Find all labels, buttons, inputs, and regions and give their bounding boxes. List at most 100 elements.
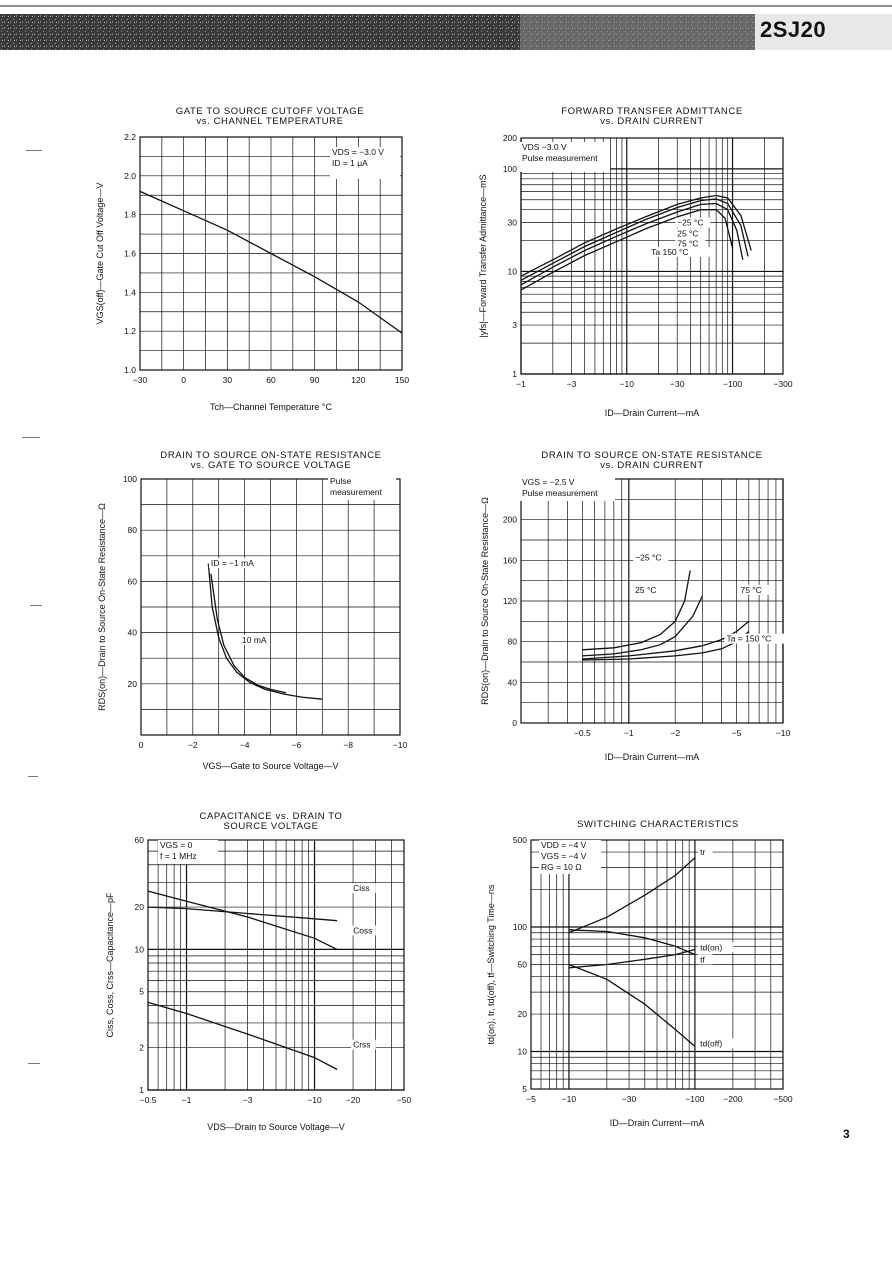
y-tick-label: 1.6 — [124, 249, 136, 259]
margin-mark — [28, 1063, 40, 1064]
condition-text: VDS −3.0 V — [522, 142, 567, 152]
label-bg — [675, 238, 706, 249]
curve-label: Ta 150 °C — [651, 247, 688, 257]
margin-mark — [30, 605, 42, 606]
curve-label: 75 °C — [740, 585, 761, 595]
y-tick-label: 50 — [518, 960, 528, 970]
grid — [530, 839, 784, 1090]
condition-text: measurement — [330, 487, 383, 497]
x-tick-label: −50 — [397, 1095, 412, 1105]
curve-label: −25 °C — [677, 218, 703, 228]
curve-label: td(off) — [700, 1038, 722, 1048]
label-bg — [698, 954, 713, 965]
y-tick-label: 40 — [128, 628, 138, 638]
series-ta-150-c — [582, 631, 750, 661]
series-td-on — [568, 929, 696, 956]
grid — [520, 478, 784, 724]
y-tick-label: 60 — [135, 835, 145, 845]
x-tick-label: 0 — [139, 740, 144, 750]
y-tick-label: 60 — [128, 576, 138, 586]
x-tick-label: −10 — [393, 740, 408, 750]
y-tick-label: 160 — [503, 555, 517, 565]
series-25-c — [582, 595, 703, 657]
x-tick-label: 60 — [266, 375, 276, 385]
y-axis-label: Ciss, Coss, Crss—Capacitance—pF — [105, 892, 115, 1038]
chart-title: DRAIN TO SOURCE ON-STATE RESISTANCE — [541, 450, 762, 461]
series-crss — [147, 1001, 338, 1071]
x-tick-label: −1 — [516, 379, 526, 389]
y-tick-label: 20 — [135, 902, 145, 912]
grid — [520, 137, 784, 375]
chart-title: FORWARD TRANSFER ADMITTANCE — [561, 106, 743, 117]
series-line — [139, 190, 403, 334]
plot-frame — [140, 478, 401, 736]
label-bg — [675, 217, 711, 228]
condition-text: VDD = −4 V — [541, 840, 587, 850]
chart-title: vs. DRAIN CURRENT — [600, 116, 704, 127]
x-tick-label: −1 — [624, 728, 634, 738]
header-band — [0, 5, 892, 50]
x-tick-label: −3 — [567, 379, 577, 389]
label-bg — [724, 633, 786, 644]
series-tr — [568, 857, 696, 934]
x-tick-label: −5 — [732, 728, 742, 738]
label-bg — [698, 942, 734, 953]
y-tick-label: 1.8 — [124, 210, 136, 220]
chart-title: vs. GATE TO SOURCE VOLTAGE — [191, 460, 351, 471]
series-coss — [147, 890, 338, 950]
curve-label: −25 °C — [635, 552, 661, 562]
y-tick-label: 20 — [518, 1009, 528, 1019]
x-axis-label: VDS—Drain to Source Voltage—V — [207, 1122, 345, 1132]
series-id-1-ma — [207, 563, 323, 700]
y-tick-label: 120 — [503, 596, 517, 606]
label-bg — [698, 1038, 739, 1049]
part-number: 2SJ20 — [760, 17, 827, 42]
y-tick-label: 30 — [508, 218, 518, 228]
series-25-c — [520, 198, 749, 281]
y-tick-label: 1 — [512, 369, 517, 379]
label-bg — [675, 228, 706, 239]
x-tick-label: −8 — [343, 740, 353, 750]
y-tick-label: 2.0 — [124, 171, 136, 181]
curve-label: ID = −1 mA — [211, 558, 254, 568]
y-tick-label: 200 — [503, 515, 517, 525]
curve-label: 10 mA — [242, 635, 267, 645]
curve-label: 75 °C — [677, 239, 698, 249]
series-75-c — [582, 620, 750, 660]
label-bg — [649, 246, 711, 257]
x-axis-label: VGS—Gate to Source Voltage—V — [202, 761, 338, 771]
chart-title: vs. DRAIN CURRENT — [600, 460, 704, 471]
note-bg — [328, 476, 396, 500]
curve-label: tr — [700, 847, 705, 857]
curve-label: Ciss — [353, 883, 370, 893]
y-tick-label: 100 — [123, 474, 137, 484]
series-25-c — [582, 570, 691, 651]
x-tick-label: 120 — [351, 375, 365, 385]
page-number: 3 — [843, 1127, 850, 1141]
y-axis-label: RDS(on)—Drain to Source On-State Resista… — [97, 503, 107, 711]
y-tick-label: 1 — [139, 1085, 144, 1095]
series-ciss — [147, 906, 338, 922]
condition-text: VGS = 0 — [160, 840, 193, 850]
x-axis-label: ID—Drain Current—mA — [605, 408, 700, 418]
label-bg — [208, 558, 265, 569]
x-tick-label: 30 — [223, 375, 233, 385]
x-tick-label: −5 — [526, 1094, 536, 1104]
label-bg — [351, 883, 376, 894]
y-tick-label: 3 — [512, 320, 517, 330]
plot-frame — [520, 478, 784, 724]
y-tick-label: 40 — [508, 677, 518, 687]
y-tick-label: 2 — [139, 1043, 144, 1053]
x-tick-label: −100 — [723, 379, 742, 389]
series-75-c — [520, 202, 744, 286]
y-tick-label: 5 — [522, 1084, 527, 1094]
conditions-note: VGS = 0f = 1 MHz — [158, 840, 218, 864]
y-tick-label: 100 — [513, 922, 527, 932]
label-bg — [240, 634, 271, 645]
